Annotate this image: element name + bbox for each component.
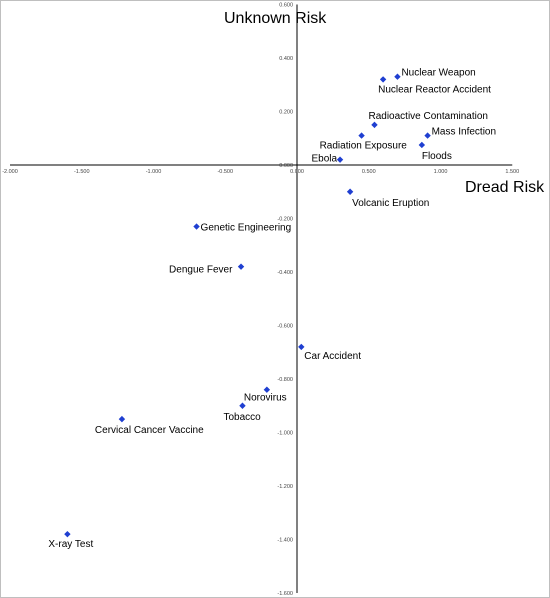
data-point-label: Radioactive Contamination (368, 111, 488, 122)
y-tick-label: -1.600 (277, 591, 293, 597)
data-point-marker (263, 386, 271, 393)
x-tick-label: 1.500 (505, 169, 519, 175)
data-point-label: Dengue Fever (169, 265, 233, 276)
data-point-marker (394, 73, 401, 80)
data-point-label: Cervical Cancer Vaccine (95, 425, 204, 436)
data-point-marker (418, 141, 426, 149)
data-points: Nuclear Weapon Nuclear Reactor Accident Ra… (48, 68, 496, 550)
x-tick-label: -1.000 (146, 169, 162, 175)
data-point-label: Genetic Engineering (201, 223, 292, 234)
data-point-marker (336, 156, 344, 163)
data-point-label: Volcanic Eruption (352, 198, 429, 209)
x-tick-label: -0.500 (217, 169, 233, 175)
data-point-marker (64, 530, 71, 538)
data-point-marker (298, 343, 305, 351)
data-point-marker (239, 402, 246, 409)
y-tick-label: -0.400 (277, 270, 293, 276)
y-tick-label: 0.600 (279, 3, 293, 9)
data-point-marker (371, 121, 378, 129)
y-tick-label: -0.800 (277, 377, 293, 383)
axes (10, 4, 513, 593)
data-point-marker (424, 132, 431, 139)
data-point-label: Nuclear Weapon (401, 68, 475, 79)
y-tick-label: -1.000 (277, 431, 293, 437)
data-point-label: Floods (422, 151, 452, 162)
data-point-marker (118, 415, 126, 423)
data-point-label: Tobacco (223, 412, 261, 423)
data-point-label: Norovirus (244, 393, 287, 404)
y-tick-label: 0.400 (279, 56, 293, 62)
x-tick-label: 0.000 (290, 169, 304, 175)
data-point-marker (346, 188, 354, 195)
data-point-label: Radiation Exposure (320, 141, 408, 152)
x-tick-label: 0.500 (362, 169, 376, 175)
y-tick-label: -1.400 (277, 538, 293, 544)
x-tick-label: -2.000 (2, 169, 18, 175)
x-tick-label: 1.000 (434, 169, 448, 175)
y-tick-label: -0.600 (277, 324, 293, 330)
y-axis-title: Unknown Risk (224, 10, 327, 27)
data-point-marker (358, 132, 365, 139)
data-point-label: Nuclear Reactor Accident (378, 84, 491, 95)
x-tick-label: -1.500 (74, 169, 90, 175)
y-tick-label: 0.200 (279, 110, 293, 116)
y-tick-label: 0.000 (279, 163, 293, 169)
data-point-label: X-ray Test (48, 539, 93, 550)
x-tick-labels: -2.000 -1.500 -1.000 -0.500 0.000 0.500 1.000 1… (2, 169, 519, 175)
data-point-marker (237, 263, 245, 270)
data-point-label: Ebola (311, 154, 337, 165)
data-point-label: Mass Infection (432, 127, 496, 138)
data-point-marker (193, 223, 200, 230)
x-axis-title: Dread Risk (465, 179, 545, 196)
y-tick-label: -0.200 (277, 217, 293, 223)
y-tick-labels: 0.600 0.400 0.200 0.000 -0.200 -0.400 -0.600 -0… (277, 3, 293, 598)
y-tick-label: -1.200 (277, 484, 293, 490)
data-point-marker (379, 76, 387, 83)
data-point-label: Car Accident (304, 351, 361, 362)
